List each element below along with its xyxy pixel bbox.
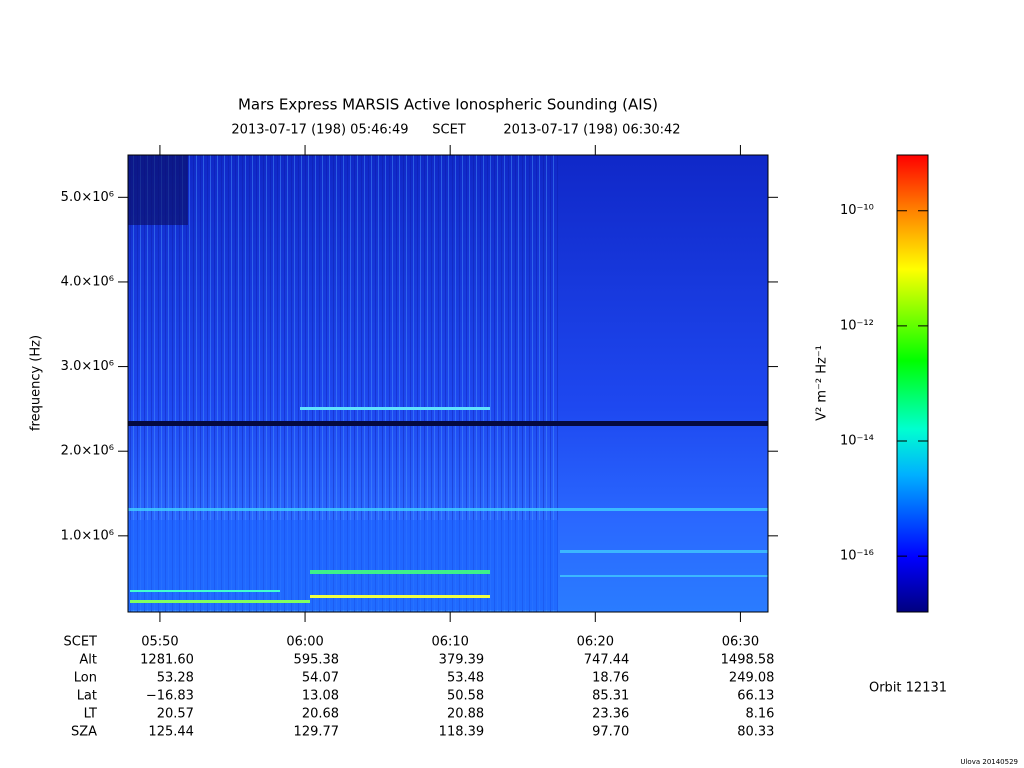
- ephemeris-label: Lat: [77, 689, 97, 704]
- colorbar-tick-label: 10⁻¹⁴: [840, 434, 874, 449]
- ephemeris-value: 50.58: [447, 689, 484, 704]
- footer: Ulova 20140529: [960, 758, 1018, 766]
- ephemeris-value: 53.28: [157, 671, 194, 686]
- ephemeris-value: 118.39: [439, 725, 485, 740]
- time-end: 2013-07-17 (198) 06:30:42: [503, 123, 680, 138]
- chart-title: Mars Express MARSIS Active Ionospheric S…: [238, 96, 658, 114]
- colorbar-tick-label: 10⁻¹²: [840, 318, 874, 333]
- ephemeris-value: 85.31: [592, 689, 629, 704]
- ephemeris-value: 80.33: [737, 725, 774, 740]
- ephemeris-value: 249.08: [729, 671, 775, 686]
- x-tick-label: 06:10: [431, 635, 468, 650]
- ephemeris-value: 129.77: [294, 725, 340, 740]
- y-tick-label: 4.0×10⁶: [61, 274, 114, 289]
- ephemeris-value: 747.44: [584, 653, 630, 668]
- x-tick-label: 05:50: [141, 635, 178, 650]
- ephemeris-value: 13.08: [302, 689, 339, 704]
- ephemeris-value: 97.70: [592, 725, 629, 740]
- ephemeris-value: 379.39: [439, 653, 485, 668]
- ephemeris-label: Alt: [79, 653, 97, 668]
- y-axis-label: frequency (Hz): [29, 335, 44, 431]
- ephemeris-value: 1281.60: [140, 653, 194, 668]
- ephemeris-value: 18.76: [592, 671, 629, 686]
- spectrogram-image: [128, 155, 768, 612]
- ephemeris-value: 595.38: [294, 653, 340, 668]
- ephemeris-label: Lon: [74, 671, 97, 686]
- orbit: Orbit 12131: [869, 681, 947, 696]
- y-tick-label: 5.0×10⁶: [61, 190, 114, 205]
- time-frame: SCET: [432, 123, 466, 138]
- ephemeris-value: 20.68: [302, 707, 339, 722]
- ephemeris-value: 20.57: [157, 707, 194, 722]
- ephemeris-time-label: SCET: [64, 635, 98, 650]
- x-tick-label: 06:00: [286, 635, 323, 650]
- ephemeris-value: 1498.58: [721, 653, 775, 668]
- ephemeris-value: 8.16: [745, 707, 774, 722]
- ephemeris-value: 23.36: [592, 707, 629, 722]
- colorbar-label: V² m⁻² Hz⁻¹: [815, 345, 830, 421]
- plot-frame: [127, 154, 769, 613]
- y-tick-label: 1.0×10⁶: [61, 528, 114, 543]
- y-tick-label: 2.0×10⁶: [61, 444, 114, 459]
- colorbar-tick-label: 10⁻¹⁶: [840, 549, 874, 564]
- colorbar-tick-label: 10⁻¹⁰: [840, 203, 874, 218]
- colorbar: [896, 154, 929, 613]
- x-tick-label: 06:20: [577, 635, 614, 650]
- x-tick-label: 06:30: [722, 635, 759, 650]
- time-start: 2013-07-17 (198) 05:46:49: [231, 123, 408, 138]
- ephemeris-label: LT: [84, 707, 97, 722]
- ephemeris-value: 54.07: [302, 671, 339, 686]
- ephemeris-value: −16.83: [146, 689, 194, 704]
- y-tick-label: 3.0×10⁶: [61, 359, 114, 374]
- ephemeris-value: 20.88: [447, 707, 484, 722]
- ephemeris-label: SZA: [71, 725, 97, 740]
- ephemeris-value: 53.48: [447, 671, 484, 686]
- ephemeris-value: 66.13: [737, 689, 774, 704]
- ephemeris-value: 125.44: [148, 725, 194, 740]
